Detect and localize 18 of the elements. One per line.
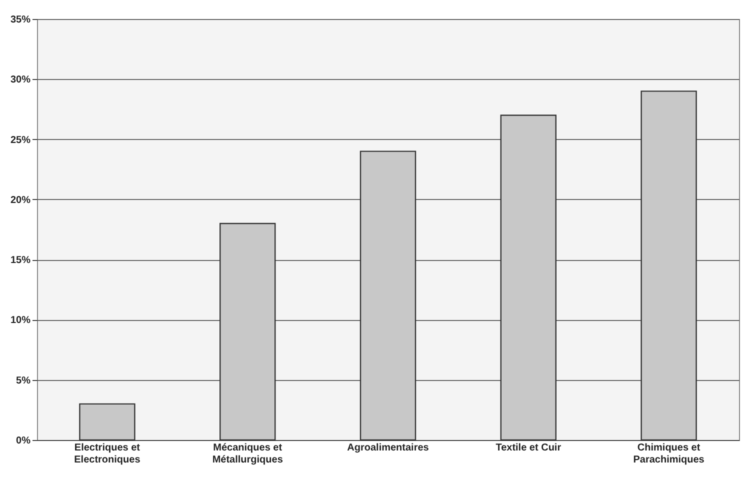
y-tick-label: 5% <box>16 375 31 386</box>
y-tick-label: 20% <box>10 194 31 206</box>
bar <box>79 403 136 441</box>
y-tick-label: 25% <box>10 134 31 146</box>
bar <box>220 222 276 441</box>
y-tick-label: 15% <box>10 255 31 266</box>
bar <box>500 114 556 441</box>
y-tick-label: 0% <box>16 436 31 446</box>
x-tick-label: Textile et Cuir <box>496 442 562 454</box>
bar <box>640 90 697 441</box>
y-tick-label: 10% <box>10 315 31 326</box>
x-tick-label: Agroalimentaires <box>347 442 430 454</box>
x-tick-label: Chimiques et Parachimiques <box>633 442 705 466</box>
y-tick-label: 35% <box>10 14 31 26</box>
x-tick-label: Mécaniques et Métallurgiques <box>212 442 284 466</box>
y-tick-label: 30% <box>10 74 31 86</box>
x-tick-label: Electriques et Electroniques <box>74 442 141 466</box>
bar <box>360 150 416 441</box>
